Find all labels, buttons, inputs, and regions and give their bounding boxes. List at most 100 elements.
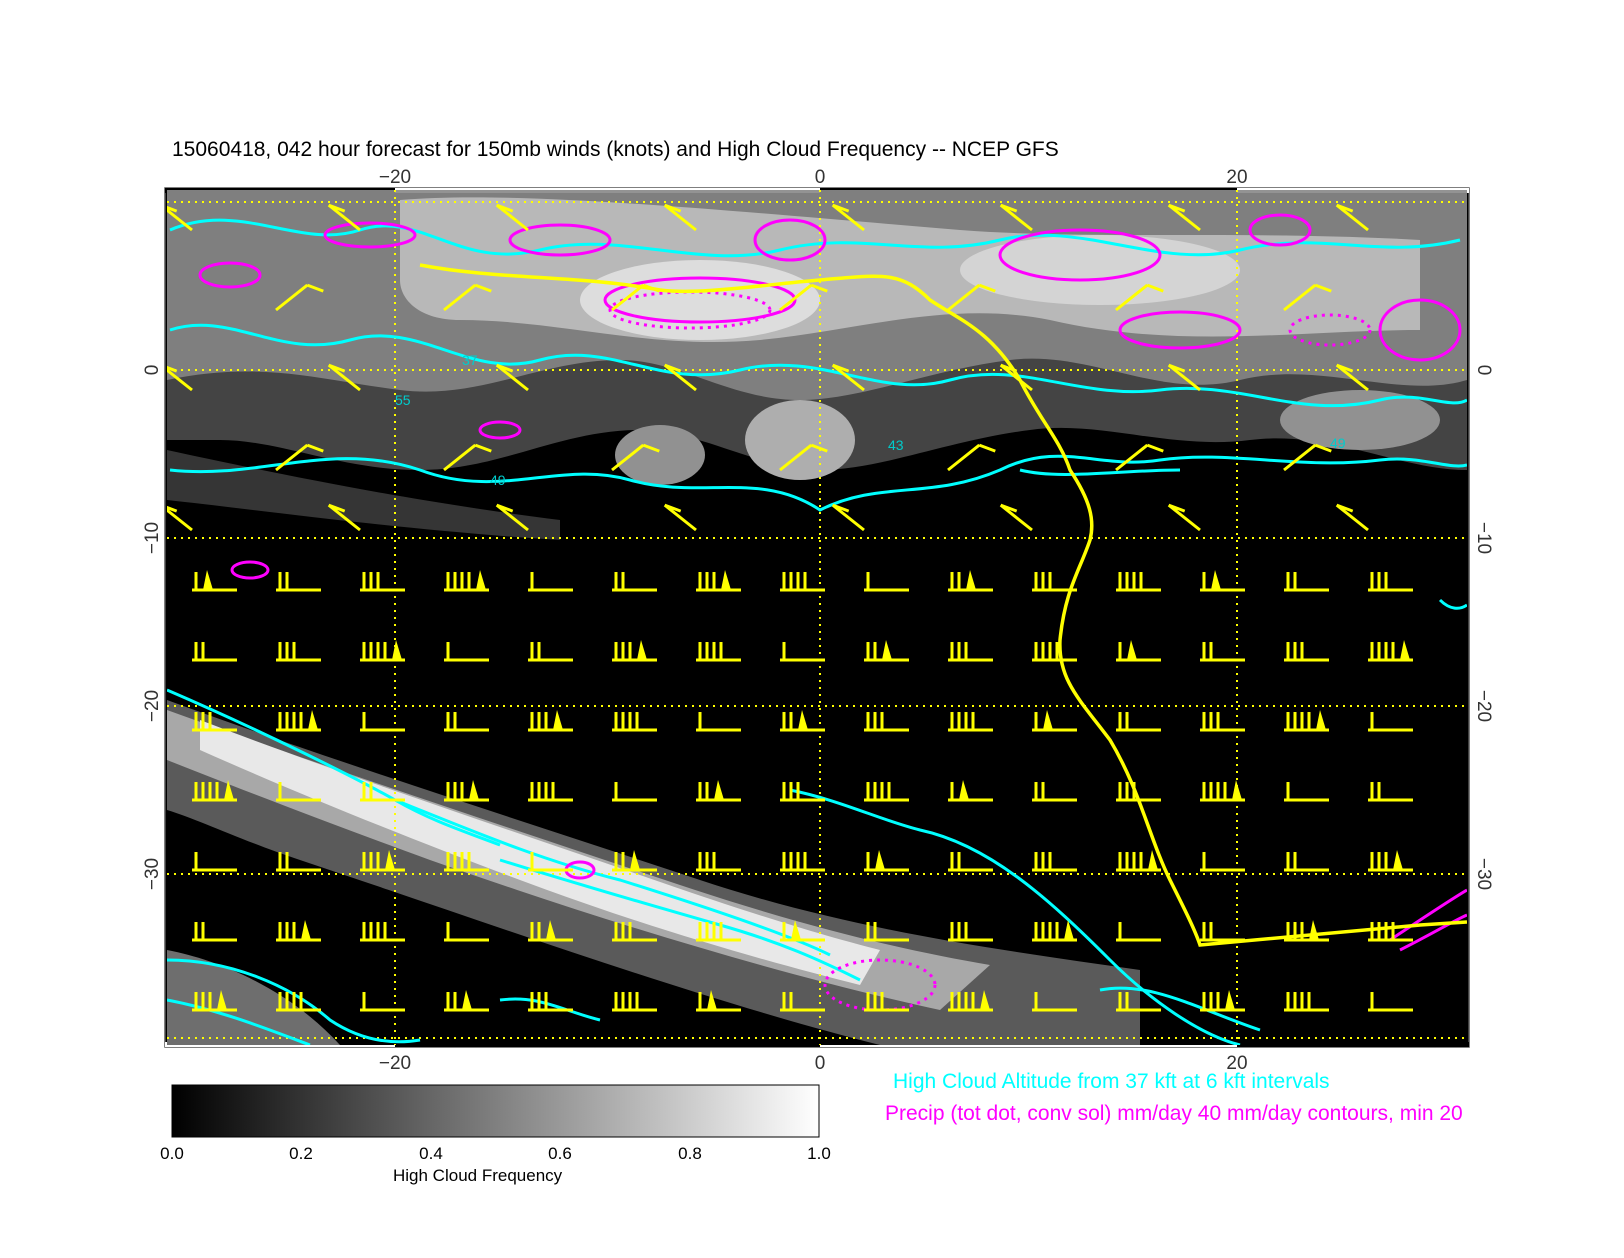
wind-barb <box>1368 782 1413 802</box>
wind-barb <box>1200 990 1245 1012</box>
wind-barb <box>663 503 697 532</box>
wind-barb <box>167 365 193 392</box>
wind-barb <box>276 710 321 732</box>
wind-barb <box>1116 712 1161 732</box>
wind-barb <box>864 782 909 802</box>
wind-barb <box>528 992 573 1012</box>
colorbar-tick: 0.6 <box>548 1144 572 1163</box>
contour-label: 37 <box>462 352 478 368</box>
x-tick-bottom: 0 <box>815 1053 826 1074</box>
wind-barb <box>495 363 529 392</box>
y-tick-left: 0 <box>142 365 163 376</box>
wind-barb <box>1284 852 1329 872</box>
wind-barb <box>444 642 489 662</box>
wind-barb <box>1032 642 1077 662</box>
wind-barb <box>192 570 237 592</box>
wind-barb <box>1032 920 1077 942</box>
wind-barb <box>1116 992 1161 1012</box>
wind-barb <box>1284 642 1329 662</box>
wind-barb <box>444 852 489 872</box>
wind-barb <box>864 922 909 942</box>
coastline <box>419 263 1467 947</box>
wind-barb <box>276 572 321 592</box>
wind-barb <box>495 203 529 232</box>
wind-barb <box>1284 572 1329 592</box>
wind-barb <box>528 852 573 872</box>
map-layers: 43 49 49 55 37 <box>167 190 1467 1045</box>
wind-barb <box>696 922 741 942</box>
y-tick-left: −20 <box>142 690 163 722</box>
wind-barb <box>1032 710 1077 732</box>
wind-barb <box>276 782 321 802</box>
wind-barb <box>780 782 825 802</box>
colorbar-tick: 0.8 <box>678 1144 702 1163</box>
wind-barb <box>999 203 1033 232</box>
wind-barb <box>192 642 237 662</box>
wind-barb <box>1167 503 1201 532</box>
wind-barb <box>1115 443 1164 472</box>
wind-barb <box>663 203 697 232</box>
wind-barb <box>612 850 657 872</box>
map-title: 15060418, 042 hour forecast for 150mb wi… <box>172 138 1059 161</box>
contour-label: 55 <box>395 392 411 408</box>
wind-barb <box>192 852 237 872</box>
wind-barb <box>192 780 237 802</box>
wind-barb <box>276 642 321 662</box>
wind-barb <box>696 712 741 732</box>
wind-barb <box>444 780 489 802</box>
wind-barb <box>1032 782 1077 802</box>
wind-barb <box>611 443 660 472</box>
wind-barb <box>948 922 993 942</box>
legend-precip: Precip (tot dot, conv sol) mm/day 40 mm/… <box>885 1102 1463 1125</box>
wind-barb <box>780 642 825 662</box>
y-axis-right-labels: 0 −10 −20 −30 <box>1473 365 1494 890</box>
wind-barb <box>612 572 657 592</box>
y-tick-right: −20 <box>1473 690 1494 722</box>
wind-barb <box>1368 640 1413 662</box>
wind-barb <box>1167 203 1201 232</box>
wind-barb <box>864 992 909 1012</box>
precip-contours <box>198 213 1467 952</box>
wind-barb <box>360 782 405 802</box>
wind-barb <box>276 920 321 942</box>
wind-barb <box>360 850 405 872</box>
wind-barb <box>1116 850 1161 872</box>
wind-barb <box>779 443 828 472</box>
wind-barb <box>1335 203 1369 232</box>
wind-barb <box>948 852 993 872</box>
wind-barb <box>444 922 489 942</box>
wind-barb <box>1200 570 1245 592</box>
wind-barb <box>831 503 865 532</box>
wind-barb <box>780 852 825 872</box>
wind-barb <box>327 203 361 232</box>
wind-barb <box>167 205 193 232</box>
wind-barb <box>528 710 573 732</box>
contour-label: 49 <box>490 472 506 488</box>
wind-barb <box>1167 363 1201 392</box>
wind-barb <box>1368 992 1413 1012</box>
wind-barb <box>327 503 361 532</box>
wind-barb <box>1368 850 1413 872</box>
wind-barb <box>192 712 237 732</box>
wind-barb <box>696 780 741 802</box>
wind-barb <box>327 363 361 392</box>
wind-barb <box>1284 992 1329 1012</box>
wind-barb <box>999 503 1033 532</box>
wind-barb <box>696 990 741 1012</box>
wind-barb <box>1032 852 1077 872</box>
wind-barb <box>948 712 993 732</box>
wind-barb <box>612 922 657 942</box>
lat-lon-grid <box>167 190 1467 1045</box>
wind-barb <box>1368 572 1413 592</box>
wind-barb <box>780 710 825 732</box>
wind-barb <box>864 572 909 592</box>
high-cloud-north <box>167 190 1467 540</box>
wind-barb <box>360 992 405 1012</box>
colorbar-title: High Cloud Frequency <box>393 1166 563 1185</box>
wind-barb <box>611 283 660 312</box>
wind-barb <box>1368 922 1413 942</box>
wind-barb <box>360 640 405 662</box>
x-tick-top: 0 <box>815 167 826 188</box>
wind-barb <box>443 443 492 472</box>
